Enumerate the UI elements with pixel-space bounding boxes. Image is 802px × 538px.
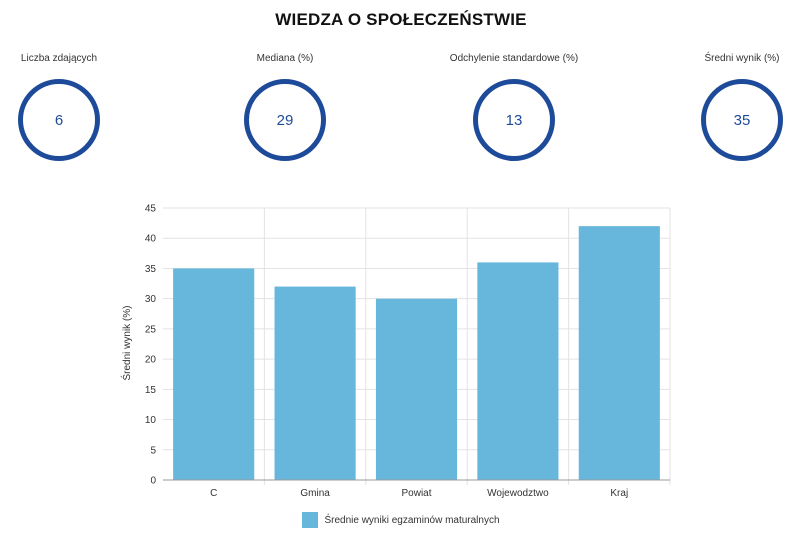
stat-ring: 13 bbox=[473, 79, 555, 161]
bar-kraj bbox=[578, 226, 660, 480]
stat-average-score: Średni wynik (%) 35 bbox=[652, 52, 802, 161]
stat-std-deviation: Odchylenie standardowe (%) 13 bbox=[424, 52, 604, 161]
stat-value: 6 bbox=[54, 111, 64, 129]
y-tick-label: 25 bbox=[145, 324, 157, 335]
y-tick-label: 0 bbox=[150, 476, 156, 487]
stat-label: Średni wynik (%) bbox=[704, 53, 780, 64]
stat-candidates-count: Liczba zdających 6 bbox=[0, 52, 149, 161]
bar-c bbox=[173, 268, 255, 480]
x-tick-label: C bbox=[210, 488, 217, 499]
y-tick-label: 15 bbox=[145, 385, 157, 396]
stat-value: 13 bbox=[505, 111, 523, 129]
chart-legend: Średnie wyniki egzaminów maturalnych bbox=[0, 512, 802, 528]
legend-swatch bbox=[302, 512, 319, 528]
stat-label: Liczba zdających bbox=[20, 53, 98, 64]
y-tick-label: 5 bbox=[150, 445, 156, 456]
stat-value: 35 bbox=[733, 111, 751, 129]
stat-value: 29 bbox=[276, 111, 294, 129]
x-tick-label: Powiat bbox=[401, 488, 431, 499]
x-tick-label: Gmina bbox=[300, 488, 330, 499]
stat-label: Mediana (%) bbox=[256, 53, 314, 64]
stat-ring: 6 bbox=[18, 79, 100, 161]
legend-label: Średnie wyniki egzaminów maturalnych bbox=[324, 514, 500, 526]
stat-ring: 29 bbox=[244, 79, 326, 161]
stat-label: Odchylenie standardowe (%) bbox=[449, 53, 579, 64]
x-tick-label: Wojewodztwo bbox=[487, 488, 549, 499]
stat-median: Mediana (%) 29 bbox=[195, 52, 375, 161]
y-tick-label: 20 bbox=[145, 355, 157, 366]
page-title: WIEDZA O SPOŁECZEŃSTWIE bbox=[275, 10, 527, 29]
y-tick-label: 30 bbox=[145, 294, 157, 305]
chart-axes: 0 5 10 15 20 25 30 35 40 45 C Gmina Powiat Wojewodztw… bbox=[145, 204, 670, 499]
y-tick-label: 40 bbox=[145, 234, 157, 245]
y-axis-title: Średni wynik (%) bbox=[120, 305, 133, 380]
bar-gmina bbox=[274, 286, 356, 480]
y-tick-label: 10 bbox=[145, 415, 157, 426]
chart-bars bbox=[173, 226, 660, 480]
y-tick-label: 45 bbox=[145, 204, 157, 215]
x-tick-label: Kraj bbox=[610, 488, 628, 499]
y-tick-label: 35 bbox=[145, 264, 157, 275]
stat-ring: 35 bbox=[701, 79, 783, 161]
bar-wojewodztwo bbox=[477, 262, 559, 480]
bar-powiat bbox=[375, 298, 458, 480]
